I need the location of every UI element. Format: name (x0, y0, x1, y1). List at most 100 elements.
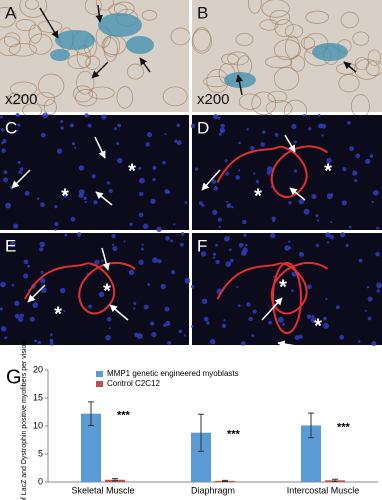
nucleus (138, 212, 144, 218)
cell-outline (10, 81, 38, 97)
nucleus (183, 334, 187, 337)
nucleus (323, 322, 329, 329)
nucleus (225, 261, 232, 268)
arrow (109, 304, 129, 321)
nucleus (146, 131, 153, 138)
magnification: x200 (5, 91, 38, 108)
nucleus (40, 202, 45, 208)
cell-outline (227, 51, 250, 66)
nucleus (1, 148, 6, 153)
chart: G% of LacZ and Dystrophin positive myofi… (0, 341, 382, 500)
nucleus (240, 341, 246, 346)
nucleus (39, 277, 46, 284)
asterisk: * (128, 160, 136, 182)
nucleus (271, 216, 276, 221)
nucleus (40, 270, 44, 274)
significance: *** (117, 410, 131, 422)
nucleus (29, 316, 35, 322)
nucleus (294, 335, 300, 341)
cell-outline (34, 91, 56, 107)
cell-outline (37, 73, 65, 99)
nucleus (167, 340, 172, 345)
nucleus (143, 304, 149, 310)
nucleus (139, 177, 145, 184)
nucleus (152, 177, 156, 182)
fiber (24, 262, 136, 315)
micrograph-background (0, 115, 189, 230)
nucleus (226, 203, 232, 209)
nucleus (315, 214, 319, 217)
cell-outline (162, 86, 188, 107)
stain (126, 36, 154, 54)
nucleus (211, 179, 217, 184)
nucleus (225, 171, 230, 176)
nucleus (60, 126, 64, 130)
cell-outline (261, 0, 290, 18)
nucleus (329, 234, 335, 240)
nucleus (302, 113, 306, 117)
nucleus (228, 248, 232, 252)
error-bar (222, 479, 228, 482)
nucleus (317, 113, 321, 117)
nucleus (15, 113, 20, 117)
nucleus (108, 189, 113, 193)
nucleus (11, 283, 15, 287)
cell-outline (37, 20, 63, 33)
asterisk: * (314, 315, 322, 337)
nucleus (341, 200, 347, 206)
nucleus (306, 314, 312, 320)
nucleus (128, 269, 135, 275)
nucleus (349, 146, 354, 152)
nucleus (335, 305, 340, 310)
nucleus (184, 277, 191, 284)
nucleus (248, 316, 253, 322)
nucleus (4, 336, 8, 340)
nucleus (59, 287, 66, 294)
cell-outline (340, 11, 359, 29)
nucleus (288, 240, 291, 243)
asterisk: * (254, 185, 262, 207)
significance: *** (337, 421, 351, 433)
cell-outline (365, 60, 382, 76)
nucleus (101, 114, 107, 120)
nucleus (20, 313, 24, 318)
cell-outline (338, 74, 360, 93)
nucleus (366, 286, 370, 289)
nucleus (371, 341, 377, 347)
nucleus (40, 132, 46, 138)
nucleus (63, 309, 66, 313)
x-tick-label: Skeletal Muscle (71, 485, 134, 495)
arrow (235, 74, 244, 96)
nucleus (273, 275, 276, 278)
nucleus (19, 167, 24, 171)
nucleus (36, 197, 40, 200)
nucleus (215, 243, 218, 247)
nucleus (251, 334, 255, 337)
nucleus (212, 256, 216, 259)
arrow (261, 297, 283, 321)
cell-outline (305, 10, 329, 24)
cell-outline (95, 0, 114, 11)
nucleus (303, 208, 310, 215)
nucleus (274, 132, 279, 137)
panel-label: F (197, 236, 207, 255)
cell-outline (265, 55, 293, 69)
nucleus (376, 289, 381, 293)
nucleus (70, 216, 76, 222)
cell-outline (267, 90, 288, 103)
error-bar (112, 478, 118, 482)
arrow (101, 247, 110, 271)
nucleus (140, 247, 144, 251)
nucleus (78, 165, 85, 171)
nucleus (339, 335, 345, 340)
nucleus (217, 217, 222, 222)
nucleus (113, 127, 117, 131)
nucleus (282, 323, 285, 326)
cell-outline (367, 49, 381, 66)
asterisk: * (61, 185, 69, 207)
nucleus (112, 246, 118, 252)
nucleus (3, 170, 8, 175)
nucleus (212, 209, 218, 215)
nucleus (223, 319, 226, 322)
